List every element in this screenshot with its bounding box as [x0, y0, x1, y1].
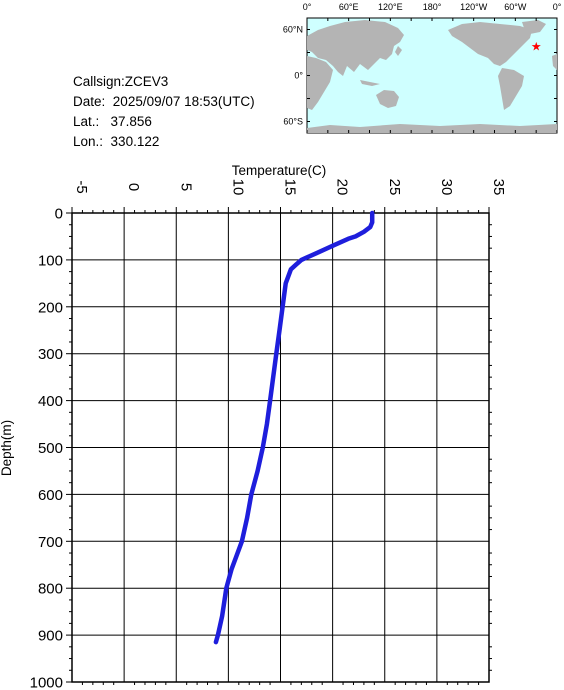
station-info: Callsign:ZCEV3 Date: 2025/09/07 18:53(UT… [73, 72, 255, 152]
chart-grid [71, 213, 490, 682]
map-latitude-label: 0° [294, 71, 303, 81]
south-america-landmass [498, 68, 524, 110]
map-longitude-label: 180° [423, 2, 442, 12]
y-axis-title: Depth(m) [0, 420, 14, 476]
map-longitude-labels: 0° 60°E 120°E 180° 120°W 60°W 0° [303, 2, 562, 12]
callsign-row: Callsign:ZCEV3 [73, 72, 255, 92]
map-longitude-label: 60°E [339, 2, 359, 12]
greenland-landmass [522, 20, 546, 34]
date-row: Date: 2025/09/07 18:53(UTC) [73, 92, 255, 112]
map-latitude-label: 60°N [283, 25, 303, 35]
north-america-landmass [448, 22, 532, 66]
x-tick-label: 5 [177, 183, 194, 191]
eurasia-landmass [307, 20, 404, 76]
y-tick-label: 500 [38, 440, 63, 457]
x-tick-label: 15 [282, 179, 299, 196]
map-longitude-label: 60°W [504, 2, 527, 12]
plot-frame [71, 212, 490, 683]
y-tick-label: 700 [38, 534, 63, 551]
y-tick-label: 200 [38, 299, 63, 316]
map-latitude-label: 60°S [283, 117, 303, 127]
africa-landmass [307, 56, 333, 110]
x-axis-title: Temperature(C) [232, 163, 327, 178]
x-axis-tick-labels: -5 0 5 10 15 20 25 30 35 [73, 179, 507, 196]
chart-minor-ticks [66, 207, 492, 685]
callsign-label: Callsign: [73, 74, 125, 89]
lon-row: Lon.: 330.122 [73, 132, 255, 152]
map-longitude-label: 120°E [378, 2, 403, 12]
y-tick-label: 300 [38, 346, 63, 363]
map-longitude-label: 120°W [460, 2, 488, 12]
temperature-depth-chart: Temperature(C) Depth(m) -5 0 5 10 15 20 25 30 35… [0, 163, 507, 690]
y-tick-label: 400 [38, 393, 63, 410]
y-tick-label: 800 [38, 581, 63, 598]
japan-landmass [395, 46, 402, 56]
x-tick-label: 30 [438, 179, 455, 196]
x-tick-label: 10 [229, 179, 246, 196]
y-axis-tick-labels: 0 100 200 300 400 500 600 700 800 900 1000 [30, 206, 63, 690]
y-tick-label: 100 [38, 252, 63, 269]
x-tick-label: 35 [490, 179, 507, 196]
callsign-value: ZCEV3 [124, 74, 169, 89]
x-tick-label: 25 [386, 179, 403, 196]
lon-label: Lon.: [73, 134, 104, 149]
station-marker-icon: ★ [531, 39, 542, 53]
map-longitude-label: 0° [303, 2, 312, 12]
y-tick-label: 1000 [30, 675, 63, 690]
indonesia-landmass [360, 80, 380, 86]
lat-value: 37.856 [110, 114, 152, 129]
map-tick-marks [306, 18, 558, 133]
lon-value: 330.122 [110, 134, 160, 149]
lat-label: Lat.: [73, 114, 100, 129]
y-tick-label: 0 [55, 206, 63, 223]
lat-row: Lat.: 37.856 [73, 112, 255, 132]
australia-landmass [376, 90, 399, 108]
x-tick-label: -5 [73, 180, 90, 193]
date-label: Date: [73, 94, 106, 109]
map-longitude-label: 0° [553, 2, 562, 12]
map-latitude-labels: 60°N 0° 60°S [283, 25, 304, 127]
x-tick-label: 0 [125, 183, 142, 191]
y-tick-label: 900 [38, 628, 63, 645]
africa-east-landmass [552, 54, 557, 70]
temperature-profile-line [213, 210, 375, 645]
date-value: 2025/09/07 18:53(UTC) [112, 94, 255, 109]
world-map: 0° 60°E 120°E 180° 120°W 60°W 0° 60°N 0° 60°S ★ [283, 2, 562, 134]
y-tick-label: 600 [38, 487, 63, 504]
x-tick-label: 20 [334, 179, 351, 196]
